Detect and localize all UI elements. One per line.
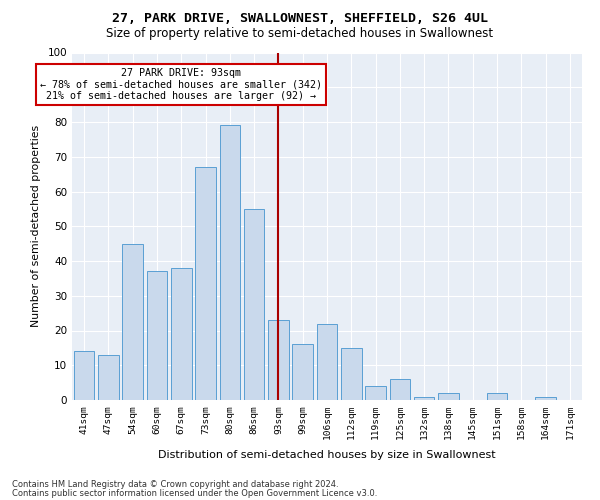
Bar xyxy=(171,268,191,400)
Bar xyxy=(74,352,94,400)
Text: 27, PARK DRIVE, SWALLOWNEST, SHEFFIELD, S26 4UL: 27, PARK DRIVE, SWALLOWNEST, SHEFFIELD, … xyxy=(112,12,488,26)
Bar xyxy=(244,209,265,400)
Text: Contains HM Land Registry data © Crown copyright and database right 2024.: Contains HM Land Registry data © Crown c… xyxy=(12,480,338,489)
Text: 27 PARK DRIVE: 93sqm
← 78% of semi-detached houses are smaller (342)
21% of semi: 27 PARK DRIVE: 93sqm ← 78% of semi-detac… xyxy=(40,68,322,102)
Bar xyxy=(195,167,216,400)
Text: Size of property relative to semi-detached houses in Swallownest: Size of property relative to semi-detach… xyxy=(106,28,494,40)
Bar xyxy=(268,320,289,400)
Bar xyxy=(98,355,119,400)
Bar xyxy=(365,386,386,400)
Bar xyxy=(220,126,240,400)
X-axis label: Distribution of semi-detached houses by size in Swallownest: Distribution of semi-detached houses by … xyxy=(158,450,496,460)
Y-axis label: Number of semi-detached properties: Number of semi-detached properties xyxy=(31,125,41,328)
Bar xyxy=(341,348,362,400)
Bar xyxy=(487,393,508,400)
Bar xyxy=(317,324,337,400)
Bar xyxy=(535,396,556,400)
Bar xyxy=(438,393,459,400)
Bar xyxy=(292,344,313,400)
Bar xyxy=(389,379,410,400)
Text: Contains public sector information licensed under the Open Government Licence v3: Contains public sector information licen… xyxy=(12,488,377,498)
Bar xyxy=(122,244,143,400)
Bar xyxy=(146,272,167,400)
Bar xyxy=(414,396,434,400)
